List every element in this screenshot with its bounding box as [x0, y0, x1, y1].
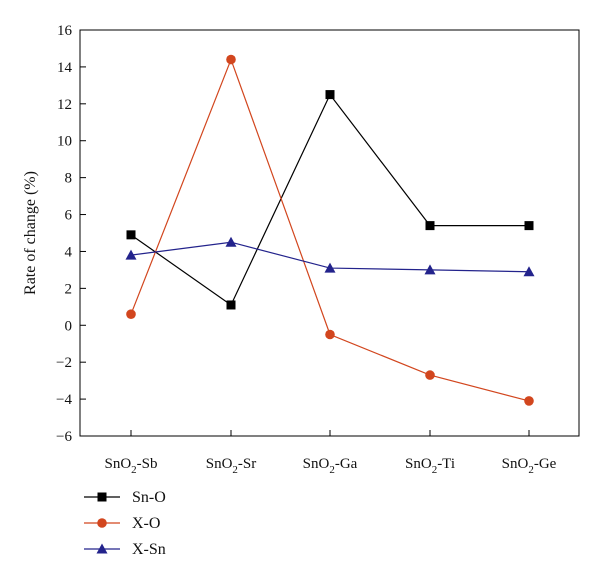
legend-marker	[97, 518, 107, 528]
data-point-sn-o	[126, 230, 136, 240]
series-line-x-o	[130, 57, 530, 402]
data-point-x-sn	[424, 264, 436, 275]
data-point-x-o	[126, 309, 136, 320]
y-axis-title: Rate of change (%)	[22, 171, 39, 295]
data-point-x-sn	[225, 236, 237, 247]
series-sn-o	[126, 90, 534, 310]
x-tick-label: SnO2-Ga	[303, 456, 358, 476]
x-tick-label: SnO2-Ge	[502, 456, 557, 476]
y-tick-label: −4	[56, 392, 72, 408]
data-point-x-o	[325, 329, 335, 340]
y-axis-ticks: −6 −4 −2 0 2 4 6 8 10 12 14 16	[56, 23, 86, 445]
x-tick-label: SnO2-Ti	[405, 456, 455, 476]
data-point-x-sn	[324, 262, 336, 273]
legend-label: X-O	[132, 515, 160, 532]
data-point-sn-o	[425, 221, 435, 231]
y-tick-label: 16	[57, 23, 73, 39]
data-point-x-o	[226, 54, 236, 65]
x-tick-label: SnO2-Sr	[206, 456, 257, 476]
data-point-x-o	[524, 396, 534, 406]
series-x-sn	[125, 236, 535, 277]
data-point-x-sn	[523, 266, 535, 277]
y-tick-label: 0	[65, 318, 73, 334]
y-tick-label: 12	[57, 97, 72, 113]
data-point-sn-o	[325, 90, 335, 100]
legend-label: X-Sn	[132, 541, 166, 558]
legend-item-sn-o: Sn-O	[84, 489, 166, 506]
data-point-sn-o	[226, 300, 236, 310]
y-tick-label: 10	[57, 134, 72, 150]
y-tick-label: 2	[65, 281, 73, 297]
data-point-x-sn	[125, 249, 137, 260]
series-line-sn-o	[130, 93, 529, 306]
legend: Sn-O X-O X-Sn	[84, 489, 166, 558]
legend-marker	[97, 492, 107, 502]
y-tick-label: 8	[65, 171, 73, 187]
legend-marker	[96, 543, 108, 554]
series-layer	[125, 54, 535, 406]
data-point-sn-o	[524, 221, 534, 231]
x-tick-label: SnO2-Sb	[104, 456, 157, 476]
y-tick-label: −2	[56, 355, 72, 371]
series-x-o	[126, 54, 534, 406]
legend-item-x-o: X-O	[84, 515, 160, 532]
y-tick-label: 14	[57, 60, 73, 76]
legend-item-x-sn: X-Sn	[84, 541, 166, 558]
legend-label: Sn-O	[132, 489, 166, 506]
y-tick-label: 4	[65, 244, 73, 260]
y-tick-label: 6	[65, 208, 73, 224]
x-axis-ticks: SnO2-Sb SnO2-Sr SnO2-Ga SnO2-Ti SnO2-Ge	[104, 430, 557, 476]
data-point-x-o	[425, 370, 435, 380]
y-tick-label: −6	[56, 429, 72, 445]
